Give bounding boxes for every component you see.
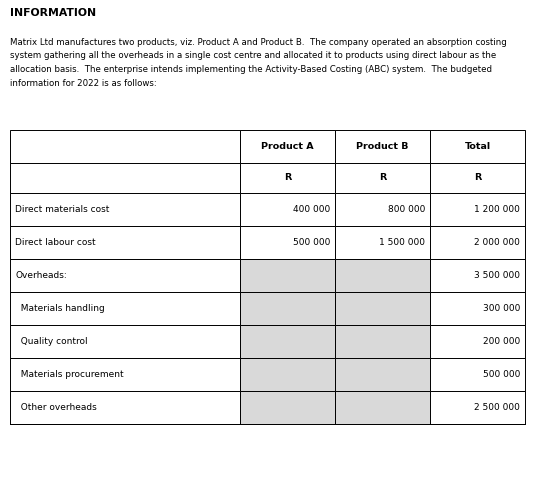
Text: 500 000: 500 000 <box>482 370 520 379</box>
Text: Product B: Product B <box>356 142 409 151</box>
Bar <box>10 391 240 424</box>
Text: system gathering all the overheads in a single cost centre and allocated it to p: system gathering all the overheads in a … <box>10 52 496 60</box>
Bar <box>335 226 430 259</box>
Bar <box>10 358 240 391</box>
Bar <box>240 391 335 424</box>
Bar <box>240 358 335 391</box>
Text: Quality control: Quality control <box>15 337 87 346</box>
Text: INFORMATION: INFORMATION <box>10 8 96 18</box>
Bar <box>240 226 335 259</box>
Text: Other overheads: Other overheads <box>15 403 97 412</box>
Bar <box>10 259 240 292</box>
Text: Product A: Product A <box>261 142 314 151</box>
Bar <box>10 163 240 193</box>
Text: Direct materials cost: Direct materials cost <box>15 205 109 214</box>
Bar <box>10 226 240 259</box>
Bar <box>335 292 430 325</box>
Text: R: R <box>474 173 481 183</box>
Bar <box>430 130 525 163</box>
Bar <box>240 163 335 193</box>
Bar <box>430 193 525 226</box>
Bar <box>335 130 430 163</box>
Bar <box>335 163 430 193</box>
Bar <box>335 391 430 424</box>
Bar <box>240 325 335 358</box>
Bar <box>430 391 525 424</box>
Bar <box>335 358 430 391</box>
Text: 500 000: 500 000 <box>292 238 330 247</box>
Text: Overheads:: Overheads: <box>15 271 67 280</box>
Bar <box>430 358 525 391</box>
Bar <box>240 259 335 292</box>
Bar <box>430 292 525 325</box>
Bar <box>10 193 240 226</box>
Bar <box>335 259 430 292</box>
Text: allocation basis.  The enterprise intends implementing the Activity-Based Costin: allocation basis. The enterprise intends… <box>10 65 492 74</box>
Text: 2 500 000: 2 500 000 <box>474 403 520 412</box>
Text: Total: Total <box>465 142 491 151</box>
Text: 3 500 000: 3 500 000 <box>474 271 520 280</box>
Bar <box>10 292 240 325</box>
Bar <box>430 163 525 193</box>
Text: R: R <box>284 173 291 183</box>
Bar <box>335 325 430 358</box>
Bar <box>240 130 335 163</box>
Bar <box>335 193 430 226</box>
Bar <box>430 259 525 292</box>
Text: Materials procurement: Materials procurement <box>15 370 124 379</box>
Bar <box>430 325 525 358</box>
Bar <box>240 292 335 325</box>
Text: 1 200 000: 1 200 000 <box>474 205 520 214</box>
Text: 300 000: 300 000 <box>482 304 520 313</box>
Bar <box>10 325 240 358</box>
Bar <box>240 193 335 226</box>
Text: Direct labour cost: Direct labour cost <box>15 238 96 247</box>
Text: 200 000: 200 000 <box>483 337 520 346</box>
Text: Materials handling: Materials handling <box>15 304 105 313</box>
Text: information for 2022 is as follows:: information for 2022 is as follows: <box>10 79 157 87</box>
Text: 2 000 000: 2 000 000 <box>474 238 520 247</box>
Bar <box>430 226 525 259</box>
Text: R: R <box>379 173 386 183</box>
Text: 1 500 000: 1 500 000 <box>379 238 425 247</box>
Bar <box>10 130 240 163</box>
Text: 400 000: 400 000 <box>293 205 330 214</box>
Text: Matrix Ltd manufactures two products, viz. Product A and Product B.  The company: Matrix Ltd manufactures two products, vi… <box>10 38 507 47</box>
Text: 800 000: 800 000 <box>388 205 425 214</box>
